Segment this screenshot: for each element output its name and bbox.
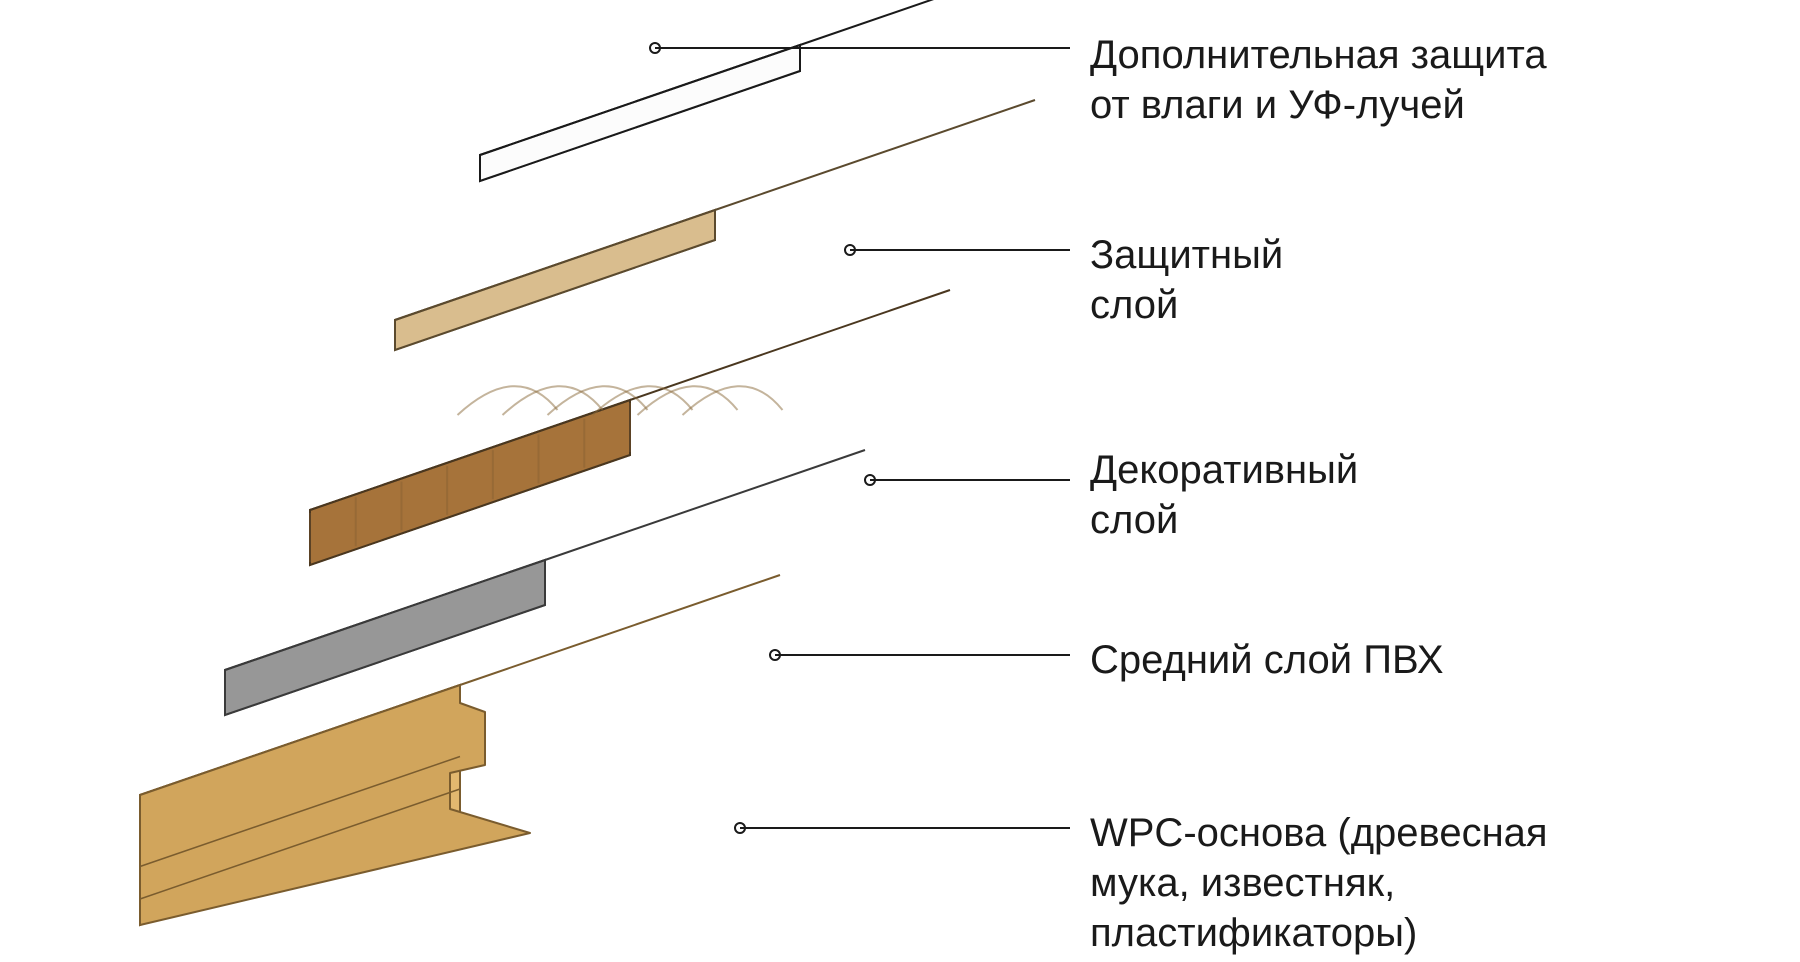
layer-label-decor: Декоративный слой	[1090, 445, 1358, 545]
layer-label-pvc: Средний слой ПВХ	[1090, 635, 1444, 685]
layer-label-uv: Дополнительная защита от влаги и УФ-луче…	[1090, 30, 1547, 130]
layer-label-wpc: WPC-основа (древесная мука, известняк, п…	[1090, 808, 1548, 958]
layer-label-protective: Защитный слой	[1090, 230, 1283, 330]
